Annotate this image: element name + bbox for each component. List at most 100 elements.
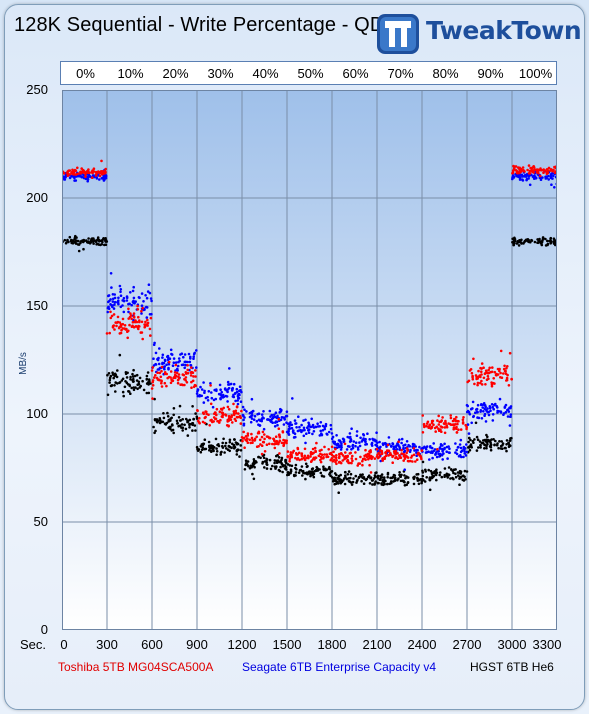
data-point [169,381,173,385]
y-tick-label: 150 [26,298,48,313]
data-point [498,397,502,401]
data-point [327,448,331,451]
data-point [108,378,112,382]
data-point [490,403,494,406]
data-point [323,425,327,428]
data-point [118,381,122,384]
data-point [146,318,149,322]
data-point [379,445,382,449]
data-point [546,242,550,246]
data-point [215,453,218,457]
data-point [250,436,254,440]
data-point [119,294,123,297]
data-point [227,417,231,420]
data-point [126,336,129,340]
data-point [242,437,246,440]
data-point [418,445,421,449]
data-point [507,410,511,413]
data-point [302,426,306,430]
data-point [224,444,227,448]
data-point [265,463,269,467]
data-point [509,406,512,410]
data-point [218,393,222,396]
data-point [140,309,143,313]
data-point [454,442,457,445]
data-point [105,332,109,335]
data-point [116,369,119,372]
write-percentage-label: 20% [162,66,189,81]
data-point [137,324,140,328]
data-point [243,408,246,412]
data-point [354,444,357,448]
data-point [189,364,193,367]
data-point [407,443,410,447]
data-point [332,455,336,458]
data-point [165,372,168,376]
data-point [196,390,199,393]
data-point [398,455,402,459]
write-percentage-label: 90% [477,66,504,81]
data-point [276,453,279,457]
series-2-points [62,234,557,495]
data-point [309,455,312,458]
data-point [245,439,248,443]
data-point [346,473,350,476]
data-point [279,465,282,469]
data-point [146,290,150,293]
data-point [337,491,341,495]
data-point [517,167,521,170]
data-point [189,374,193,377]
data-point [472,441,475,445]
data-point [484,371,487,375]
data-point [452,477,455,481]
data-point [335,434,338,437]
data-point [183,366,186,370]
data-point [87,241,91,244]
data-point [466,423,470,426]
data-point [455,452,459,456]
data-point [340,480,344,484]
data-point [488,366,492,370]
data-point [439,452,442,456]
data-point [313,458,316,461]
data-point [551,170,554,173]
data-point [187,352,191,356]
data-point [424,468,427,472]
data-point [366,432,369,436]
data-point [219,388,222,392]
data-point [194,384,197,388]
data-point [150,369,154,372]
data-point [492,438,495,441]
data-point [116,301,120,304]
data-point [410,454,414,458]
data-point [295,453,298,456]
data-point [276,459,280,462]
data-point [204,396,208,400]
data-point [156,358,160,362]
data-point [278,452,281,455]
data-point [441,426,444,429]
data-point [437,414,441,418]
data-point [337,474,341,478]
data-point [430,421,434,425]
data-point [169,370,173,373]
data-point [240,409,243,413]
data-point [209,402,213,406]
data-point [351,454,354,458]
data-point [183,360,187,364]
data-point [219,397,222,400]
data-point [402,450,406,454]
data-point [520,242,523,245]
data-point [432,474,436,478]
data-point [95,243,98,246]
plot-background [62,90,557,630]
data-point [207,440,211,444]
data-point [134,325,137,328]
data-point [320,448,323,452]
data-point [129,291,132,294]
data-point [76,166,79,170]
data-point [326,433,329,436]
data-point [241,439,244,443]
data-point [275,439,279,443]
data-point [209,384,212,387]
